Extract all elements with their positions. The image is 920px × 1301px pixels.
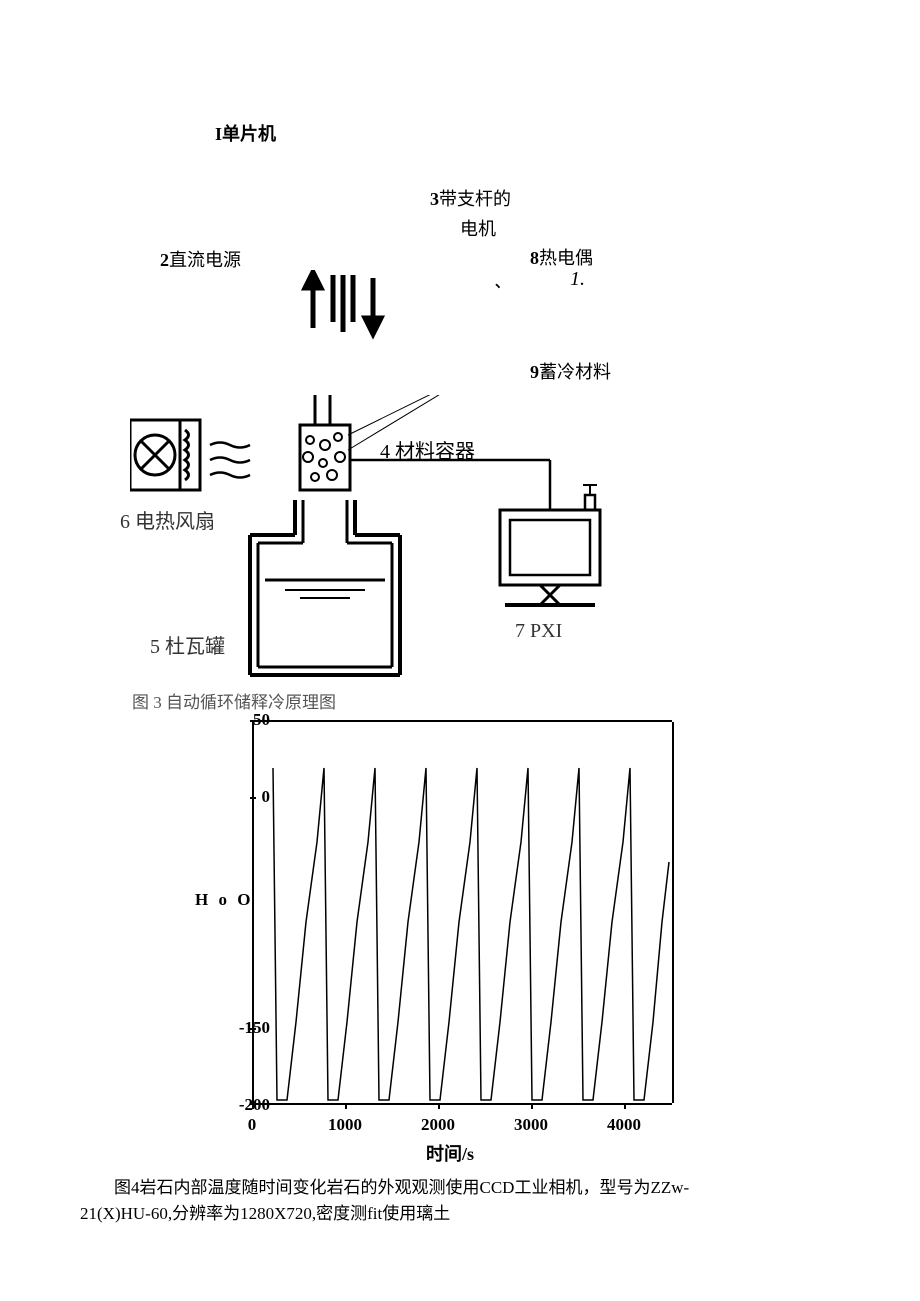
- dot-mark: 、: [495, 272, 509, 292]
- figure-4-caption: 图4岩石内部温度随时间变化岩石的外观观测使用CCD工业相机，型号为ZZw- 21…: [80, 1175, 840, 1226]
- chart-ylabel: H o O: [195, 890, 253, 910]
- label-8-thermocouple: 8热电偶: [530, 244, 593, 270]
- label-3-motor-line2: 电机: [460, 215, 496, 241]
- label-1-italic: 1.: [570, 268, 585, 291]
- label-2-text: 直流电源: [169, 250, 241, 270]
- ytick-0: 0: [220, 787, 270, 807]
- figure-4-chart: 50 0 -150 -200 0 1000 2000 3000 4000 时间/…: [200, 720, 700, 1140]
- ytick-neg200: -200: [220, 1095, 270, 1115]
- label-9-prefix: 9: [530, 362, 539, 382]
- plot-frame: [252, 720, 672, 1105]
- ytick-neg150: -150: [220, 1018, 270, 1038]
- label-6-fan: 6 电热风扇: [120, 505, 215, 534]
- figure-3-diagram: 4 材料容器 6 电热风扇 5 杜瓦罐 7 PXI: [130, 395, 690, 685]
- xtick-0: 0: [227, 1115, 277, 1135]
- xtick-4000: 4000: [599, 1115, 649, 1135]
- xtick-1000: 1000: [320, 1115, 370, 1135]
- label-3-text-a: 带支杆的: [439, 189, 511, 209]
- xtick-3000: 3000: [506, 1115, 556, 1135]
- label-9-regenerator: 9蓄冷材料: [530, 358, 611, 384]
- xtick-2000: 2000: [413, 1115, 463, 1135]
- label-8-prefix: 8: [530, 248, 539, 268]
- chart-xlabel: 时间/s: [200, 1140, 700, 1166]
- label-1-mcu: I单片机: [215, 120, 276, 146]
- label-3-prefix: 3: [430, 189, 439, 209]
- caption-line2: 21(X)HU-60,分辨率为1280X720,密度测fit使用璃土: [80, 1204, 450, 1223]
- caption-indent: [80, 1178, 114, 1197]
- label-5-dewar: 5 杜瓦罐: [150, 630, 225, 659]
- label-9-text: 蓄冷材料: [539, 362, 611, 382]
- ytick-50: 50: [220, 710, 270, 730]
- label-4-container: 4 材料容器: [380, 435, 475, 464]
- arrow-updown-icon: [295, 270, 415, 340]
- label-7-pxi: 7 PXI: [515, 620, 562, 643]
- label-3-motor-line1: 3带支杆的: [430, 185, 511, 211]
- label-8-text: 热电偶: [539, 248, 593, 268]
- label-2-dc-power: 2直流电源: [160, 246, 241, 272]
- label-2-prefix: 2: [160, 250, 169, 270]
- caption-line1: 图4岩石内部温度随时间变化岩石的外观观测使用CCD工业相机，型号为ZZw-: [114, 1178, 689, 1197]
